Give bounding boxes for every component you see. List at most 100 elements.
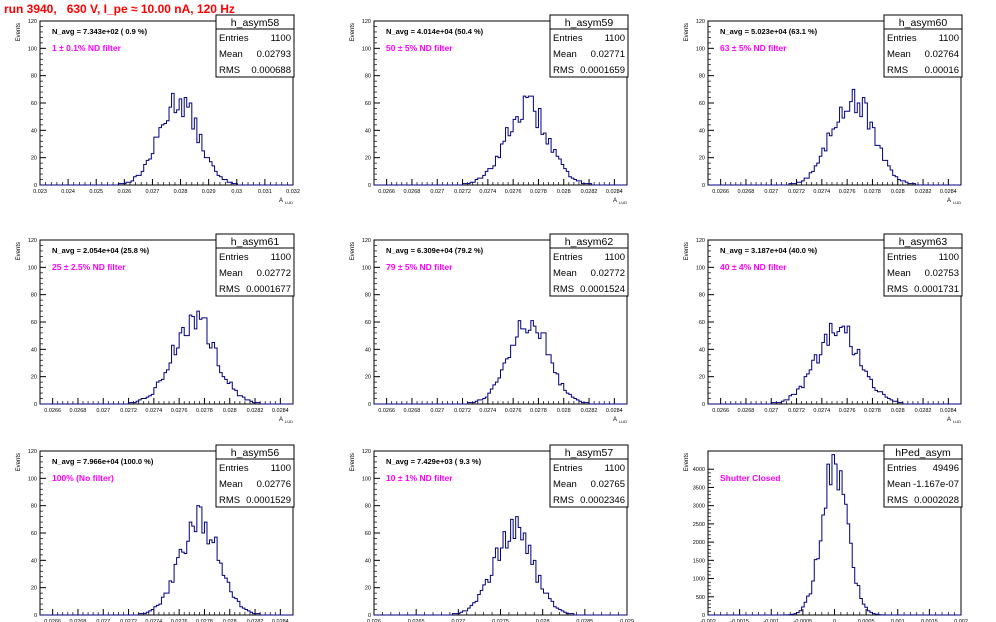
y-tick-label: 60: [699, 320, 705, 326]
y-tick-label: 0: [702, 613, 705, 619]
x-tick-label: 0.027: [451, 619, 465, 622]
histogram-panel: 0 500 1000 1500 2000 2500 3000 3500 4000 -0.002 -0…: [684, 444, 968, 622]
filter-annotation: 63 ± 5% ND filter: [720, 43, 787, 53]
stats-label: Entries: [887, 252, 917, 263]
y-tick-label: 500: [696, 595, 705, 601]
stats-title: h_asym62: [565, 236, 614, 248]
x-tick-label: 0.0272: [788, 408, 805, 414]
y-axis-label: Events: [16, 242, 22, 260]
filter-annotation: 1 ± 0.1% ND filter: [52, 43, 122, 53]
x-tick-label: 0.0265: [408, 619, 425, 622]
x-tick-label: 0.0268: [738, 189, 755, 195]
x-tick-label: 0.0276: [839, 189, 856, 195]
histogram-panel: 0 20 40 60 80 100 120 0.0266 0.0268 0.027 0.0272 0.…: [350, 14, 629, 205]
stats-title: h_asym57: [565, 447, 614, 459]
y-tick-label: 20: [31, 156, 37, 162]
y-tick-label: 120: [28, 449, 37, 455]
x-tick-label: 0.031: [258, 189, 272, 195]
stats-value: 1100: [271, 463, 291, 474]
stats-label: RMS: [219, 495, 240, 506]
y-tick-label: 80: [365, 293, 371, 299]
stats-label: RMS: [553, 495, 574, 506]
y-tick-label: 20: [31, 586, 37, 592]
y-tick-label: 0: [34, 183, 37, 189]
x-tick-label: 0.0284: [606, 408, 623, 414]
filter-annotation: 25 ± 2.5% ND filter: [52, 262, 126, 272]
x-axis-label: A: [947, 198, 951, 204]
stats-value: 0.0002028: [914, 495, 959, 506]
y-tick-label: 120: [696, 238, 705, 244]
y-tick-label: 60: [699, 101, 705, 107]
x-tick-label: 0.0274: [145, 619, 162, 622]
x-tick-label: 0.0015: [921, 619, 938, 622]
x-tick-label: 0.0276: [505, 408, 522, 414]
stats-title: h_asym58: [231, 17, 280, 29]
x-tick-label: 0.0276: [171, 619, 188, 622]
stats-label: RMS: [553, 284, 574, 295]
x-axis-label: A: [613, 198, 617, 204]
x-tick-label: 0.0278: [530, 189, 547, 195]
stats-box: [215, 14, 295, 78]
stats-label: Mean: [219, 268, 243, 279]
x-tick-label: 0.002: [954, 619, 968, 622]
stats-title: h_asym61: [231, 236, 280, 248]
x-tick-label: 0.028: [223, 408, 237, 414]
y-axis-label: Events: [16, 23, 22, 41]
y-tick-label: 0: [702, 183, 705, 189]
y-tick-label: 0: [702, 402, 705, 408]
x-axis-label: A: [947, 417, 951, 423]
y-tick-label: 120: [362, 449, 371, 455]
histogram-line: [374, 320, 627, 405]
x-tick-label: 0.0278: [530, 408, 547, 414]
stats-label: RMS: [887, 284, 908, 295]
histogram-panel: 0 20 40 60 80 100 120 0.0266 0.0268 0.027 0.0272 0.…: [16, 444, 295, 622]
page-title: run 3940, 630 V, I_pe ≈ 10.00 nA, 120 Hz: [4, 2, 235, 16]
x-tick-label: 0.027: [430, 189, 444, 195]
x-tick-label: -0.0015: [730, 619, 749, 622]
y-axis-label: Events: [350, 453, 356, 471]
stats-value: 1100: [939, 33, 959, 44]
x-tick-label: 0.027: [146, 189, 160, 195]
x-tick-label: 0.0005: [858, 619, 875, 622]
x-tick-label: 0.025: [89, 189, 103, 195]
y-tick-label: 1000: [693, 577, 705, 583]
stats-box: [549, 444, 629, 508]
stats-value: 1100: [605, 252, 625, 263]
y-tick-label: 3500: [693, 485, 705, 491]
y-tick-label: 100: [362, 476, 371, 482]
n-avg-annotation: N_avg = 7.343e+02 ( 0.9 %): [52, 27, 148, 36]
stats-value: 0.02753: [925, 268, 959, 279]
x-tick-label: 0.029: [202, 189, 216, 195]
stats-value: 0.0001659: [580, 65, 625, 76]
x-tick-label: 0.0278: [864, 189, 881, 195]
x-tick-label: 0.027: [430, 408, 444, 414]
y-tick-label: 80: [31, 293, 37, 299]
stats-label: Entries: [219, 463, 249, 474]
filter-annotation: Shutter Closed: [720, 473, 780, 483]
y-axis-label: Events: [684, 23, 690, 41]
stats-value: 0.02765: [591, 479, 625, 490]
n-avg-annotation: N_avg = 6.309e+04 (79.2 %): [386, 246, 484, 255]
x-tick-label: 0.0272: [120, 619, 137, 622]
x-tick-label: 0.0284: [940, 189, 957, 195]
stats-title: h_asym63: [899, 236, 948, 248]
histogram-line: [374, 95, 627, 186]
y-tick-label: 100: [28, 476, 37, 482]
x-tick-label: 0.001: [891, 619, 905, 622]
x-tick-label: 0.0278: [196, 408, 213, 414]
y-tick-label: 100: [28, 46, 37, 52]
stats-box: [883, 14, 963, 78]
y-tick-label: 80: [31, 74, 37, 80]
y-tick-label: 2000: [693, 540, 705, 546]
x-tick-label: -0.002: [700, 619, 716, 622]
y-tick-label: 80: [365, 74, 371, 80]
x-tick-label: 0.027: [96, 619, 110, 622]
stats-title: hPed_asym: [895, 447, 951, 459]
x-tick-label: 0.0266: [712, 189, 729, 195]
y-tick-label: 20: [365, 586, 371, 592]
stats-label: Mean: [553, 479, 577, 490]
y-tick-label: 20: [31, 375, 37, 381]
x-tick-label: 0.0266: [378, 408, 395, 414]
y-tick-label: 3000: [693, 504, 705, 510]
